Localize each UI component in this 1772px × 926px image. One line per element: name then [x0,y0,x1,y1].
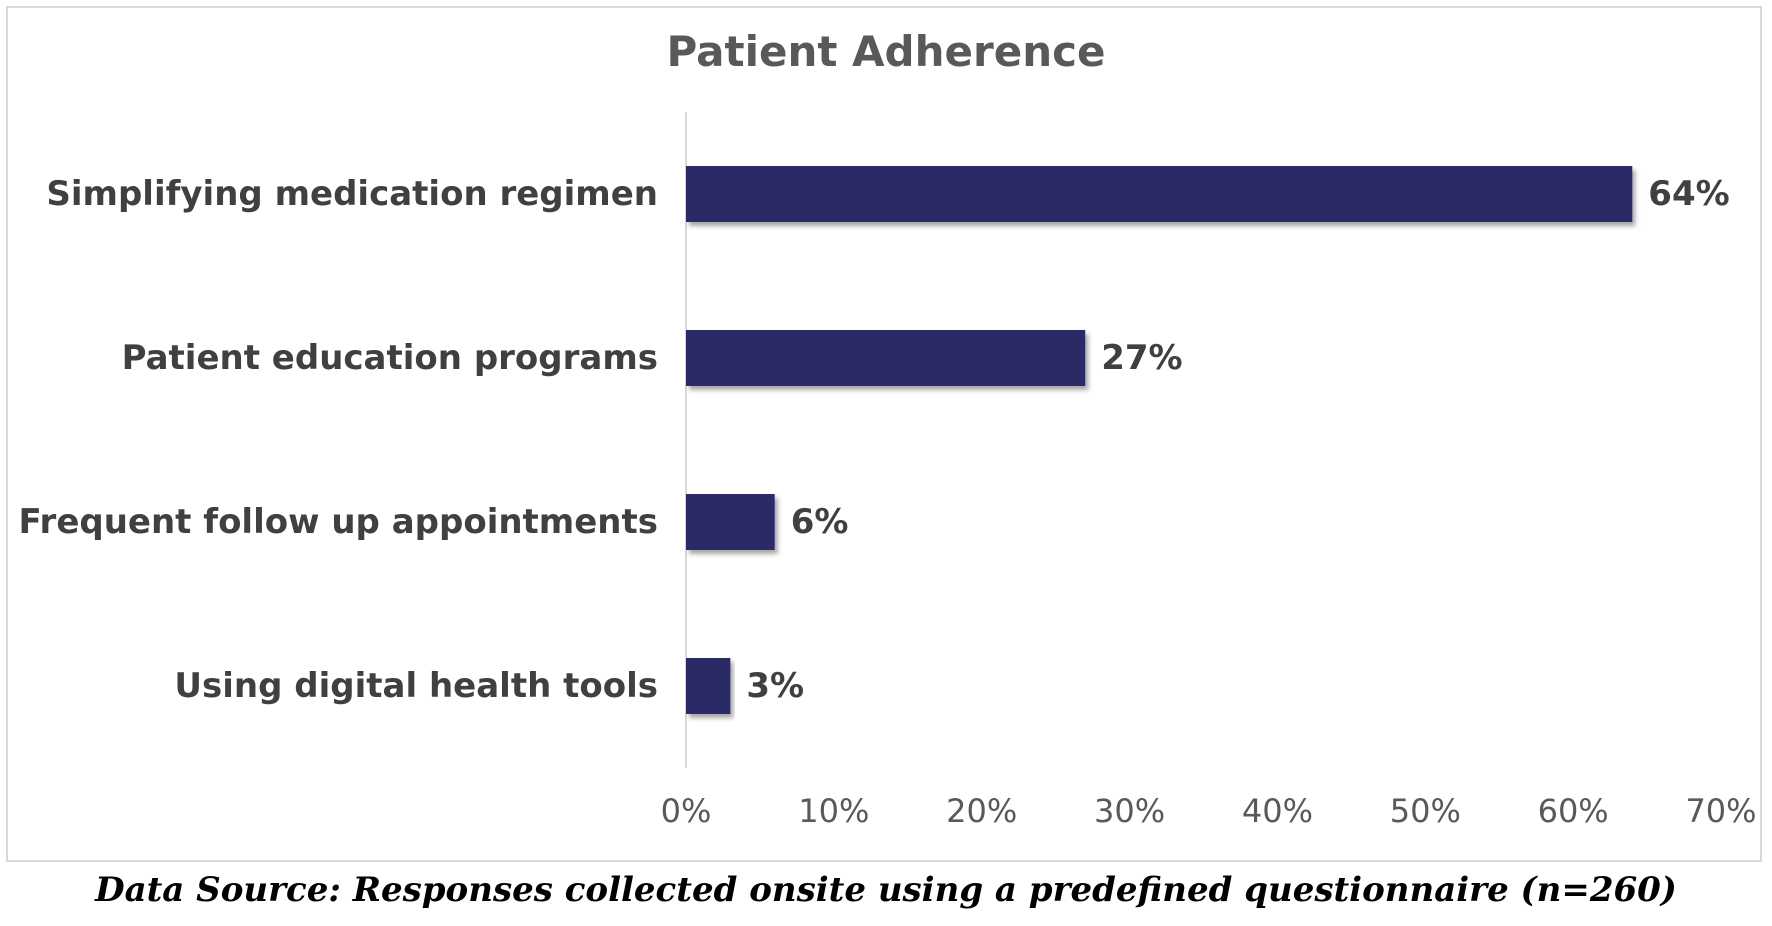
data-source-note: Data Source: Responses collected onsite … [95,870,1677,910]
x-axis-ticks: 0% 10% 20% 30% 40% 50% 60% 70% [661,792,1757,830]
x-tick-label: 30% [1094,792,1165,830]
category-labels: Simplifying medication regimen Patient ed… [19,174,659,706]
category-label: Simplifying medication regimen [46,174,658,214]
bar [686,330,1086,386]
data-label: 6% [791,502,849,542]
bar [686,658,731,714]
category-label: Patient education programs [122,338,658,378]
data-label: 64% [1648,174,1729,214]
value-labels: 64% 27% 6% 3% [746,174,1729,706]
x-tick-label: 20% [946,792,1017,830]
category-label: Frequent follow up appointments [19,502,659,542]
x-tick-label: 70% [1685,792,1756,830]
x-tick-label: 0% [661,792,712,830]
chart-frame [6,6,1762,862]
x-tick-label: 60% [1538,792,1609,830]
category-label: Using digital health tools [174,666,658,706]
bar [686,166,1633,222]
bar [686,494,775,550]
bars-layer [686,166,1633,714]
x-tick-label: 10% [798,792,869,830]
data-label: 27% [1101,338,1182,378]
x-tick-label: 50% [1390,792,1461,830]
chart-title: Patient Adherence [667,27,1106,76]
data-label: 3% [746,666,804,706]
x-tick-label: 40% [1242,792,1313,830]
